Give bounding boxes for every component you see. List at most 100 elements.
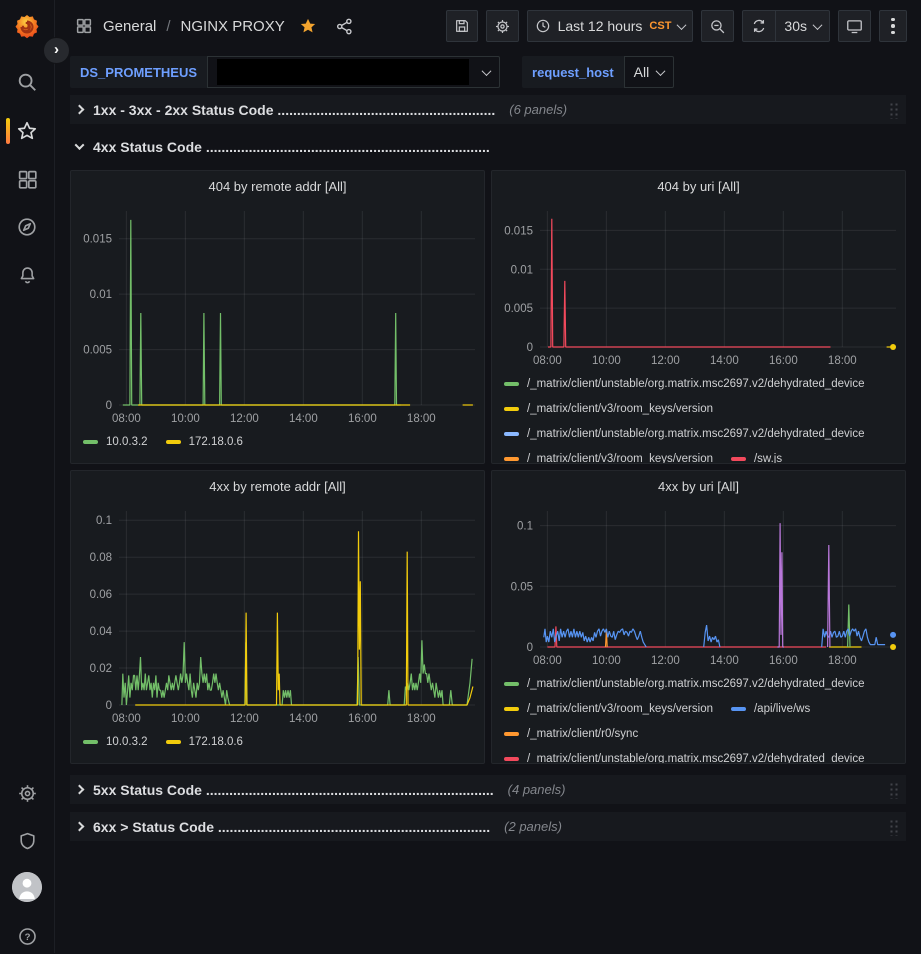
toolbar: Last 12 hours CST 30s [438, 10, 907, 42]
grafana-logo[interactable] [0, 9, 54, 45]
row-drag-handle[interactable] [889, 817, 898, 836]
chevron-down-icon [481, 65, 492, 76]
more-options-button[interactable] [879, 10, 907, 42]
legend-item[interactable]: /_matrix/client/unstable/org.matrix.msc2… [504, 746, 865, 764]
legend-item[interactable]: /_matrix/client/v3/room_keys/version [504, 696, 713, 721]
sidebar-item-dashboards[interactable] [0, 161, 54, 197]
svg-text:14:00: 14:00 [710, 355, 739, 367]
legend-swatch [165, 439, 181, 444]
zoom-out-button[interactable] [701, 10, 735, 42]
panel-legend-404-by-remote-addr: 10.0.3.2 172.18.0.6 [71, 429, 484, 463]
row-6xx-status-code[interactable]: 6xx > Status Code ......................… [70, 812, 906, 841]
chevron-down-icon [812, 19, 823, 30]
legend-label: /_matrix/client/unstable/org.matrix.msc2… [527, 752, 865, 764]
row-title: 5xx Status Code ........................… [93, 781, 494, 798]
help-icon: ? [18, 927, 36, 945]
legend-swatch [504, 706, 519, 711]
legend-swatch [165, 739, 181, 744]
legend-item[interactable]: /_matrix/client/v3/room_keys/version [504, 446, 713, 463]
legend-item[interactable]: 10.0.3.2 [83, 729, 148, 754]
grafana-logo-icon [15, 15, 39, 39]
legend-swatch [504, 406, 519, 411]
chevron-down-icon [676, 19, 687, 30]
legend-item[interactable]: /_matrix/client/unstable/org.matrix.msc2… [504, 371, 865, 396]
refresh-button[interactable] [743, 11, 775, 41]
chart-canvas-4xx-by-remote-addr[interactable]: 08:00 10:00 12:00 14:00 16:00 18:00 0 0.02 0.04 0… [71, 501, 483, 729]
svg-text:0.02: 0.02 [90, 663, 112, 675]
dashboard-settings-button[interactable] [485, 10, 519, 42]
chart-canvas-404-by-remote-addr[interactable]: 08:00 10:00 12:00 14:00 16:00 18:00 0 0.005 0.01… [71, 201, 483, 429]
legend-item[interactable]: 172.18.0.6 [165, 429, 243, 454]
row-drag-handle[interactable] [889, 780, 898, 799]
sidebar-expand-button[interactable]: › [43, 37, 70, 64]
tv-mode-button[interactable] [838, 10, 871, 42]
sidebar-item-starred[interactable] [0, 113, 54, 149]
legend-item[interactable]: /_matrix/client/v3/room_keys/version [504, 396, 713, 421]
share-icon[interactable] [335, 17, 354, 36]
legend-item[interactable]: 172.18.0.6 [165, 729, 243, 754]
variable-request-host-select[interactable]: All [623, 56, 675, 88]
refresh-interval-dropdown[interactable]: 30s [776, 11, 829, 41]
legend-item[interactable]: /api/live/ws [730, 696, 810, 721]
tv-mode-icon [847, 19, 862, 33]
configuration-gear-icon [18, 784, 36, 802]
svg-text:0.08: 0.08 [90, 552, 112, 564]
save-icon [455, 20, 468, 32]
kebab-menu-icon [891, 17, 895, 35]
refresh-icon [754, 19, 765, 33]
panel-title-4xx-by-uri[interactable]: 4xx by uri [All] [658, 478, 739, 494]
row-title: 4xx Status Code ........................… [93, 138, 490, 155]
sidebar-item-explore[interactable] [0, 209, 54, 245]
variable-datasource: DS_PROMETHEUS [70, 56, 501, 88]
time-range-label: Last 12 hours [557, 18, 643, 34]
row-panel-count: (4 panels) [507, 782, 566, 797]
dashboard-variables-bar: DS_PROMETHEUS request_host All [55, 52, 921, 95]
time-range-picker[interactable]: Last 12 hours CST [526, 10, 694, 42]
legend-item[interactable]: /sw.js [730, 446, 783, 464]
legend-item[interactable]: 10.0.3.2 [83, 429, 148, 454]
legend-label: 172.18.0.6 [188, 735, 243, 748]
panel-legend-4xx-by-remote-addr: 10.0.3.2 172.18.0.6 [71, 729, 484, 763]
save-dashboard-button[interactable] [445, 10, 478, 42]
legend-item[interactable]: /_matrix/client/r0/sync [504, 721, 638, 746]
sidebar-item-help[interactable]: ? [0, 918, 54, 954]
svg-text:?: ? [24, 932, 30, 943]
sidebar-item-search[interactable] [0, 64, 54, 100]
variable-datasource-select[interactable] [207, 56, 501, 88]
panel-title-4xx-by-remote-addr[interactable]: 4xx by remote addr [All] [209, 478, 346, 494]
legend-label: /_matrix/client/unstable/org.matrix.msc2… [527, 377, 865, 390]
legend-item[interactable]: /_matrix/client/unstable/org.matrix.msc2… [504, 671, 865, 696]
breadcrumb-dashboard-title[interactable]: NGINX PROXY [180, 17, 285, 35]
legend-swatch [504, 731, 519, 736]
sidebar-item-server-admin[interactable] [0, 823, 54, 859]
panel-title-404-by-remote-addr[interactable]: 404 by remote addr [All] [208, 178, 347, 194]
svg-text:10:00: 10:00 [592, 355, 621, 367]
svg-text:16:00: 16:00 [348, 713, 377, 725]
legend-label: /sw.js [753, 452, 783, 464]
svg-text:08:00: 08:00 [533, 655, 562, 667]
row-panel-count: (6 panels) [509, 102, 568, 117]
row-title: 6xx > Status Code ......................… [93, 818, 491, 835]
svg-text:14:00: 14:00 [289, 713, 318, 725]
favorite-star-icon[interactable] [299, 17, 317, 35]
svg-text:08:00: 08:00 [112, 413, 141, 425]
breadcrumb-section[interactable]: General [103, 17, 157, 35]
panel-title-404-by-uri[interactable]: 404 by uri [All] [657, 178, 740, 194]
sidebar-item-profile[interactable] [0, 869, 54, 905]
legend-swatch [504, 381, 519, 386]
legend-swatch [504, 431, 519, 436]
sidebar-item-alerting[interactable] [0, 257, 54, 293]
variable-request-host-label: request_host [522, 56, 624, 88]
chart-canvas-4xx-by-uri[interactable]: 08:00 10:00 12:00 14:00 16:00 18:00 0 0.05 0.1 [492, 501, 904, 671]
row-4xx-status-code[interactable]: 4xx Status Code ........................… [70, 132, 906, 161]
row-5xx-status-code[interactable]: 5xx Status Code ........................… [70, 775, 906, 804]
chart-canvas-404-by-uri[interactable]: 08:00 10:00 12:00 14:00 16:00 18:00 0 0.005 0.01… [492, 201, 904, 371]
sidebar-item-configuration[interactable] [0, 775, 54, 811]
chevron-right-icon [74, 821, 85, 832]
svg-text:0.01: 0.01 [90, 289, 112, 301]
svg-text:10:00: 10:00 [592, 655, 621, 667]
row-drag-handle[interactable] [889, 100, 898, 119]
legend-item[interactable]: /_matrix/client/unstable/org.matrix.msc2… [504, 421, 865, 446]
legend-label: /_matrix/client/v3/room_keys/version [527, 402, 713, 415]
row-1xx-3xx-2xx-status-code[interactable]: 1xx - 3xx - 2xx Status Code ............… [70, 95, 906, 124]
